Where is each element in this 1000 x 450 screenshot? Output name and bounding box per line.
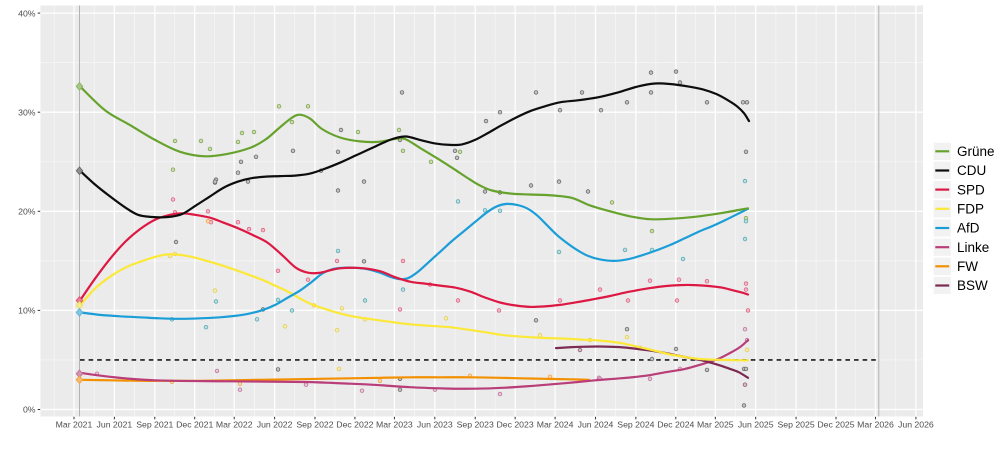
svg-text:Jun 2021: Jun 2021 <box>97 420 133 430</box>
svg-text:Dec 2025: Dec 2025 <box>817 420 854 430</box>
svg-text:FW: FW <box>957 259 978 274</box>
svg-text:Sep 2022: Sep 2022 <box>296 420 333 430</box>
svg-text:Sep 2023: Sep 2023 <box>457 420 494 430</box>
svg-text:Jun 2025: Jun 2025 <box>738 420 774 430</box>
svg-text:Jun 2022: Jun 2022 <box>257 420 293 430</box>
svg-text:Dec 2022: Dec 2022 <box>336 420 373 430</box>
svg-text:AfD: AfD <box>957 221 980 236</box>
svg-text:Dec 2024: Dec 2024 <box>657 420 694 430</box>
svg-text:Linke: Linke <box>957 240 989 255</box>
svg-text:Dec 2021: Dec 2021 <box>176 420 213 430</box>
svg-text:FDP: FDP <box>957 202 984 217</box>
svg-text:40%: 40% <box>18 8 36 18</box>
svg-text:Jun 2024: Jun 2024 <box>578 420 614 430</box>
svg-text:0%: 0% <box>23 405 36 415</box>
svg-text:30%: 30% <box>18 107 36 117</box>
svg-text:CDU: CDU <box>957 163 986 178</box>
svg-text:Mar 2025: Mar 2025 <box>697 420 734 430</box>
svg-text:Mar 2021: Mar 2021 <box>56 420 93 430</box>
svg-text:SPD: SPD <box>957 182 985 197</box>
svg-text:Sep 2021: Sep 2021 <box>136 420 173 430</box>
svg-text:Jun 2023: Jun 2023 <box>417 420 453 430</box>
svg-text:BSW: BSW <box>957 278 988 293</box>
svg-text:Grüne: Grüne <box>957 144 995 159</box>
svg-text:Jun 2026: Jun 2026 <box>898 420 934 430</box>
svg-text:Sep 2024: Sep 2024 <box>617 420 654 430</box>
svg-text:Dec 2023: Dec 2023 <box>496 420 533 430</box>
svg-text:20%: 20% <box>18 207 36 217</box>
svg-text:Mar 2024: Mar 2024 <box>537 420 574 430</box>
svg-text:10%: 10% <box>18 306 36 316</box>
svg-text:Mar 2026: Mar 2026 <box>857 420 894 430</box>
svg-text:Sep 2025: Sep 2025 <box>777 420 814 430</box>
svg-text:Mar 2023: Mar 2023 <box>376 420 413 430</box>
svg-text:Mar 2022: Mar 2022 <box>216 420 253 430</box>
